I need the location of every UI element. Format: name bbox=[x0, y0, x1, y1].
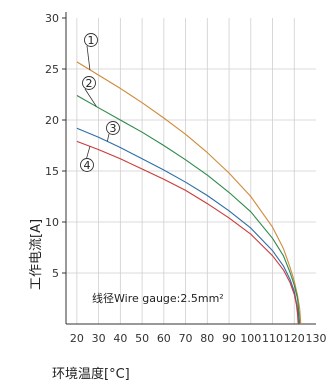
y-tick-label: 15 bbox=[45, 165, 59, 178]
series-marker-leader bbox=[84, 88, 97, 107]
series-line-2 bbox=[76, 95, 301, 325]
x-tick-label: 130 bbox=[306, 332, 327, 345]
x-tick-label: 90 bbox=[222, 332, 236, 345]
y-tick-labels: 5 10 15 20 25 30 bbox=[45, 12, 59, 280]
x-axis-title: 环境温度[°C] bbox=[52, 366, 130, 382]
x-tick-label: 80 bbox=[200, 332, 214, 345]
y-axis-title: 工作电流[A] bbox=[29, 219, 44, 290]
series-marker-leader bbox=[106, 133, 110, 142]
y-tick-label: 25 bbox=[45, 63, 59, 76]
x-tick-label: 40 bbox=[113, 332, 127, 345]
series-line-1 bbox=[76, 61, 302, 325]
series-line-4 bbox=[76, 140, 299, 325]
x-tick-labels: 20 30 40 50 60 70 80 90 100 110 120 130 bbox=[70, 332, 327, 345]
x-tick-label: 30 bbox=[92, 332, 106, 345]
series-markers: 1 2 3 4 bbox=[80, 33, 120, 172]
grid bbox=[66, 18, 316, 324]
x-tick-label: 70 bbox=[179, 332, 193, 345]
series-marker-circle bbox=[80, 158, 94, 172]
x-tick-label: 20 bbox=[70, 332, 84, 345]
series-marker-leader bbox=[86, 45, 91, 70]
x-tick-label: 50 bbox=[135, 332, 149, 345]
y-tick-label: 30 bbox=[45, 12, 59, 25]
series-marker-label: 1 bbox=[88, 34, 95, 47]
wire-gauge-annotation: 线径Wire gauge:2.5mm² bbox=[92, 291, 224, 305]
series-marker-circle bbox=[82, 76, 96, 90]
y-tick-label: 20 bbox=[45, 114, 59, 127]
series-marker-circle bbox=[106, 121, 120, 135]
series-marker-circle bbox=[84, 33, 98, 47]
axes bbox=[62, 12, 316, 325]
x-tick-label: 60 bbox=[157, 332, 171, 345]
series-marker-label: 2 bbox=[86, 77, 93, 90]
x-tick-label: 100 bbox=[240, 332, 261, 345]
x-tick-label: 120 bbox=[284, 332, 305, 345]
x-tick-label: 110 bbox=[262, 332, 283, 345]
series-lines bbox=[76, 61, 302, 325]
series-marker-label: 4 bbox=[84, 159, 91, 172]
y-tick-label: 5 bbox=[52, 267, 59, 280]
series-marker-label: 3 bbox=[110, 122, 117, 135]
y-tick-label: 10 bbox=[45, 216, 59, 229]
